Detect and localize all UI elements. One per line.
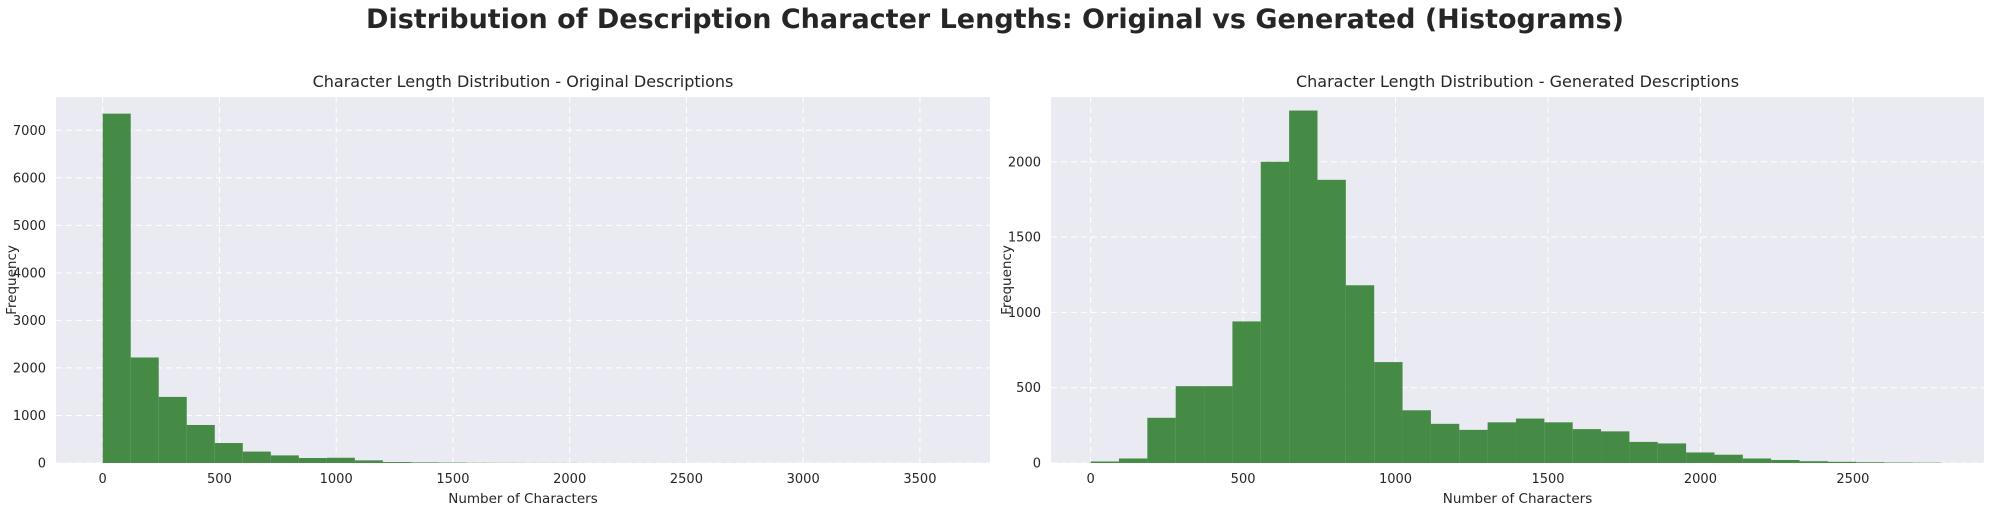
- histogram-bar: [1827, 461, 1857, 463]
- x-tick-label: 1500: [436, 472, 469, 487]
- histogram-bar: [326, 457, 355, 463]
- x-tick-label: 1000: [320, 472, 353, 487]
- y-tick-label: 0: [1033, 457, 1041, 472]
- x-tick-label: 1500: [1531, 472, 1564, 487]
- histogram-bar: [1544, 422, 1573, 463]
- x-tick-label: 2000: [553, 472, 586, 487]
- histogram-bar: [410, 462, 439, 463]
- y-tick-label: 4000: [13, 266, 46, 281]
- histogram-bar: [1402, 410, 1431, 463]
- histogram-bar: [1714, 454, 1743, 463]
- histogram-bar: [1572, 429, 1602, 463]
- x-tick-label: 1000: [1379, 472, 1412, 487]
- histogram-bar: [1175, 386, 1205, 463]
- histogram-bar: [1345, 285, 1375, 463]
- y-tick-label: 5000: [13, 219, 46, 234]
- histogram-bar: [1799, 461, 1828, 463]
- histogram-bar: [1374, 362, 1403, 463]
- histogram-bar: [1260, 161, 1290, 463]
- y-tick-label: 0: [38, 457, 46, 472]
- x-tick-label: 500: [207, 472, 232, 487]
- x-tick-label: 3000: [787, 472, 820, 487]
- chart-panel-1: 0 500 1000 1500 2000 2500 3000 3500 0 1000 2000 300…: [4, 72, 990, 507]
- histogram-bar: [1686, 452, 1715, 463]
- histogram-bar: [298, 458, 327, 463]
- histogram-bar: [102, 113, 131, 464]
- y-axis-label: Frequency: [4, 245, 20, 315]
- histogram-bar: [1771, 459, 1800, 463]
- histogram-bar: [1118, 458, 1148, 463]
- histogram-bar: [158, 396, 187, 463]
- histogram-bar: [1204, 386, 1233, 463]
- chart-panel-2: 0 500 1000 1500 2000 2500 0 500 1000 1500 2000 Char…: [999, 72, 1984, 507]
- histogram-bar: [214, 443, 243, 463]
- histogram-bar: [1742, 458, 1772, 463]
- histogram-bar: [1289, 110, 1318, 464]
- x-tick-label: 3500: [903, 472, 936, 487]
- histogram-bar: [1459, 429, 1488, 463]
- x-tick-label: 2500: [670, 472, 703, 487]
- y-tick-label: 1000: [1008, 306, 1041, 321]
- histogram-bar: [1856, 462, 1885, 463]
- y-axis-label: Frequency: [999, 245, 1015, 315]
- figure-title: Distribution of Description Character Le…: [366, 4, 1624, 35]
- histogram-bar: [1515, 418, 1545, 463]
- y-tick-label: 2000: [13, 361, 46, 376]
- plot-area: [56, 97, 990, 463]
- histogram-bar: [1629, 441, 1658, 463]
- x-tick-label: 2000: [1684, 472, 1717, 487]
- y-tick-label: 2000: [1008, 155, 1041, 170]
- x-tick-label: 2500: [1836, 472, 1869, 487]
- chart-title: Character Length Distribution - Original…: [313, 72, 734, 91]
- histogram-bar: [1232, 321, 1261, 463]
- y-tick-label: 3000: [13, 314, 46, 329]
- histogram-bar: [1317, 179, 1346, 463]
- x-axis-label: Number of Characters: [1443, 491, 1593, 507]
- histogram-bar: [354, 460, 383, 463]
- y-tick-label: 7000: [13, 124, 46, 139]
- histogram-bar: [1147, 417, 1176, 463]
- histogram-bar: [1487, 422, 1516, 463]
- y-tick-label: 1500: [1008, 231, 1041, 246]
- x-tick-label: 500: [1231, 472, 1256, 487]
- histogram-bar: [130, 357, 159, 463]
- histogram-bar: [1090, 461, 1119, 463]
- histogram-bar: [242, 451, 271, 463]
- x-tick-label: 0: [1086, 472, 1094, 487]
- histogram-bar: [382, 462, 411, 463]
- x-tick-label: 0: [99, 472, 107, 487]
- histogram-bar: [1430, 423, 1460, 463]
- y-tick-label: 6000: [13, 171, 46, 186]
- histogram-bar: [1657, 443, 1687, 463]
- histogram-bar: [1601, 431, 1630, 463]
- x-axis-label: Number of Characters: [448, 491, 598, 507]
- y-tick-label: 500: [1016, 381, 1041, 396]
- histogram-bar: [270, 455, 299, 463]
- chart-title: Character Length Distribution - Generate…: [1296, 72, 1739, 91]
- y-tick-label: 1000: [13, 409, 46, 424]
- histogram-bar: [186, 424, 215, 463]
